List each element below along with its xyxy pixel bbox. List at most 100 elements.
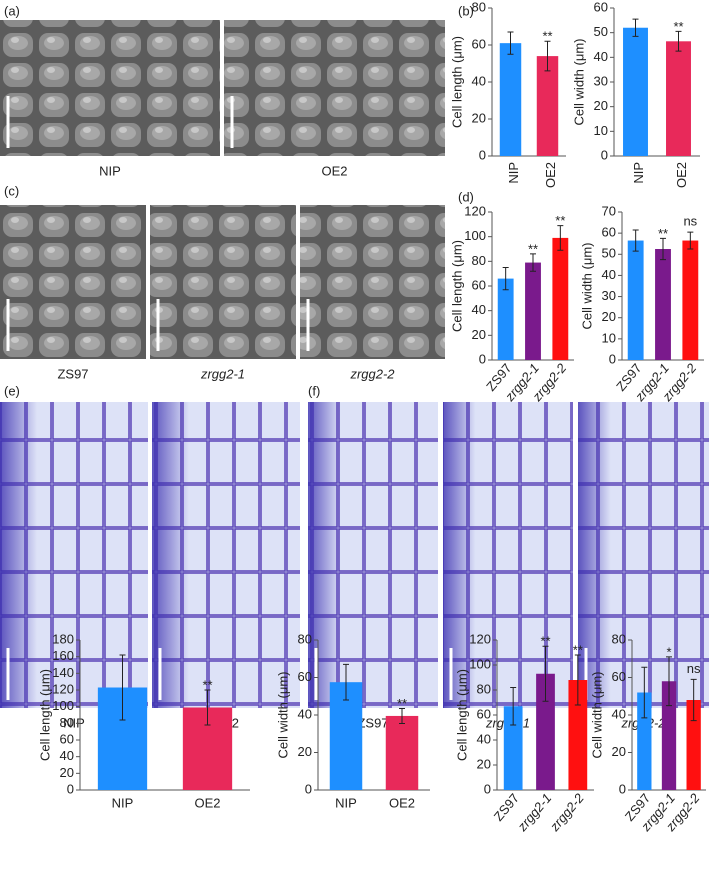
bar (666, 41, 691, 156)
y-tick-label: 20 (594, 98, 608, 113)
y-tick-label: 0 (479, 147, 486, 162)
micrograph-edge (152, 402, 300, 708)
bar (568, 680, 588, 790)
error-bar (574, 654, 581, 706)
significance-label: ** (528, 241, 538, 256)
panel-label: (f) (308, 383, 320, 398)
error-bar (632, 229, 639, 252)
bar (552, 237, 569, 360)
significance-label: ** (673, 19, 683, 34)
significance-label: ** (202, 677, 212, 692)
y-tick-label: 20 (602, 309, 616, 324)
x-tick-label: ZS97 (491, 790, 522, 823)
significance-label: ns (687, 661, 701, 676)
y-tick-label: 60 (472, 36, 486, 51)
bar (637, 692, 652, 790)
error-bar (502, 267, 509, 291)
error-bar (660, 237, 666, 261)
micrograph (150, 205, 296, 359)
error-bar (343, 663, 349, 701)
bar (536, 56, 559, 156)
error-bar (690, 678, 697, 722)
x-tick-label: zrgg2-1 (514, 790, 554, 834)
bar (499, 43, 522, 156)
x-tick-label: OE2 (194, 795, 220, 810)
y-axis-label: Cell width (μm) (579, 243, 594, 330)
y-tick-label: 80 (298, 631, 312, 646)
y-axis-label: Cell width (μm) (589, 672, 604, 759)
error-bar (119, 654, 126, 721)
y-tick-label: 80 (472, 253, 486, 268)
image-caption: zrgg2-1 (200, 366, 245, 381)
image-caption: OE2 (321, 163, 347, 178)
y-tick-label: 0 (619, 781, 626, 796)
micrograph (0, 205, 146, 359)
y-tick-label: 80 (60, 715, 74, 730)
y-tick-label: 20 (472, 110, 486, 125)
y-tick-label: 180 (52, 631, 74, 646)
y-axis-label: Cell length (μm) (37, 669, 52, 761)
panel-label: (c) (4, 183, 19, 198)
y-tick-label: 100 (52, 698, 74, 713)
error-bar (544, 40, 551, 72)
y-tick-label: 60 (612, 669, 626, 684)
error-bar (641, 666, 648, 719)
significance-label: ** (573, 642, 583, 657)
y-tick-label: 60 (477, 706, 491, 721)
y-tick-label: 50 (602, 246, 616, 261)
micrograph-edge (443, 402, 573, 708)
x-tick-label: OE2 (674, 162, 689, 188)
y-tick-label: 0 (484, 781, 491, 796)
panel-label: (e) (4, 383, 20, 398)
y-tick-label: 20 (472, 327, 486, 342)
error-bar (632, 18, 639, 37)
panel-label: (d) (458, 189, 474, 204)
y-tick-label: 40 (612, 706, 626, 721)
bar (497, 278, 514, 360)
y-tick-label: 0 (305, 781, 312, 796)
y-tick-label: 80 (472, 0, 486, 14)
y-tick-label: 40 (472, 302, 486, 317)
significance-label: ** (540, 634, 550, 649)
y-tick-label: 60 (602, 225, 616, 240)
error-bar (666, 656, 672, 707)
micrograph-edge (308, 402, 438, 708)
y-tick-label: 100 (469, 656, 491, 671)
y-tick-label: 40 (472, 73, 486, 88)
bar (682, 240, 699, 360)
bar (627, 240, 644, 360)
error-bar (675, 30, 682, 52)
y-tick-label: 10 (594, 123, 608, 138)
y-axis-label: Cell length (μm) (449, 36, 464, 128)
error-bar (399, 707, 405, 724)
y-tick-label: 20 (60, 765, 74, 780)
significance-label: ** (542, 29, 552, 44)
y-axis-label: Cell width (μm) (275, 672, 290, 759)
x-tick-label: NIP (335, 795, 357, 810)
y-tick-label: 120 (52, 681, 74, 696)
micrograph-edge (578, 402, 709, 708)
bar (661, 681, 677, 790)
y-tick-label: 30 (602, 288, 616, 303)
micrograph-edge (0, 402, 148, 708)
bar (536, 673, 555, 790)
y-tick-label: 40 (477, 731, 491, 746)
micrograph (300, 205, 445, 359)
significance-label: * (666, 644, 671, 659)
image-caption: zrgg2-2 (349, 366, 395, 381)
x-tick-label: OE2 (389, 795, 415, 810)
bar (503, 706, 523, 790)
significance-label: ** (555, 213, 565, 228)
image-caption: ZS97 (357, 715, 388, 730)
x-tick-label: NIP (506, 162, 521, 184)
panel-label: (b) (458, 3, 474, 18)
y-tick-label: 0 (609, 351, 616, 366)
image-caption: NIP (63, 715, 85, 730)
y-tick-label: 40 (298, 706, 312, 721)
x-tick-label: zrgg2-2 (546, 790, 587, 835)
y-tick-label: 70 (602, 203, 616, 218)
y-tick-label: 60 (594, 0, 608, 14)
bar (623, 27, 648, 156)
y-axis-label: Cell length (μm) (449, 240, 464, 332)
